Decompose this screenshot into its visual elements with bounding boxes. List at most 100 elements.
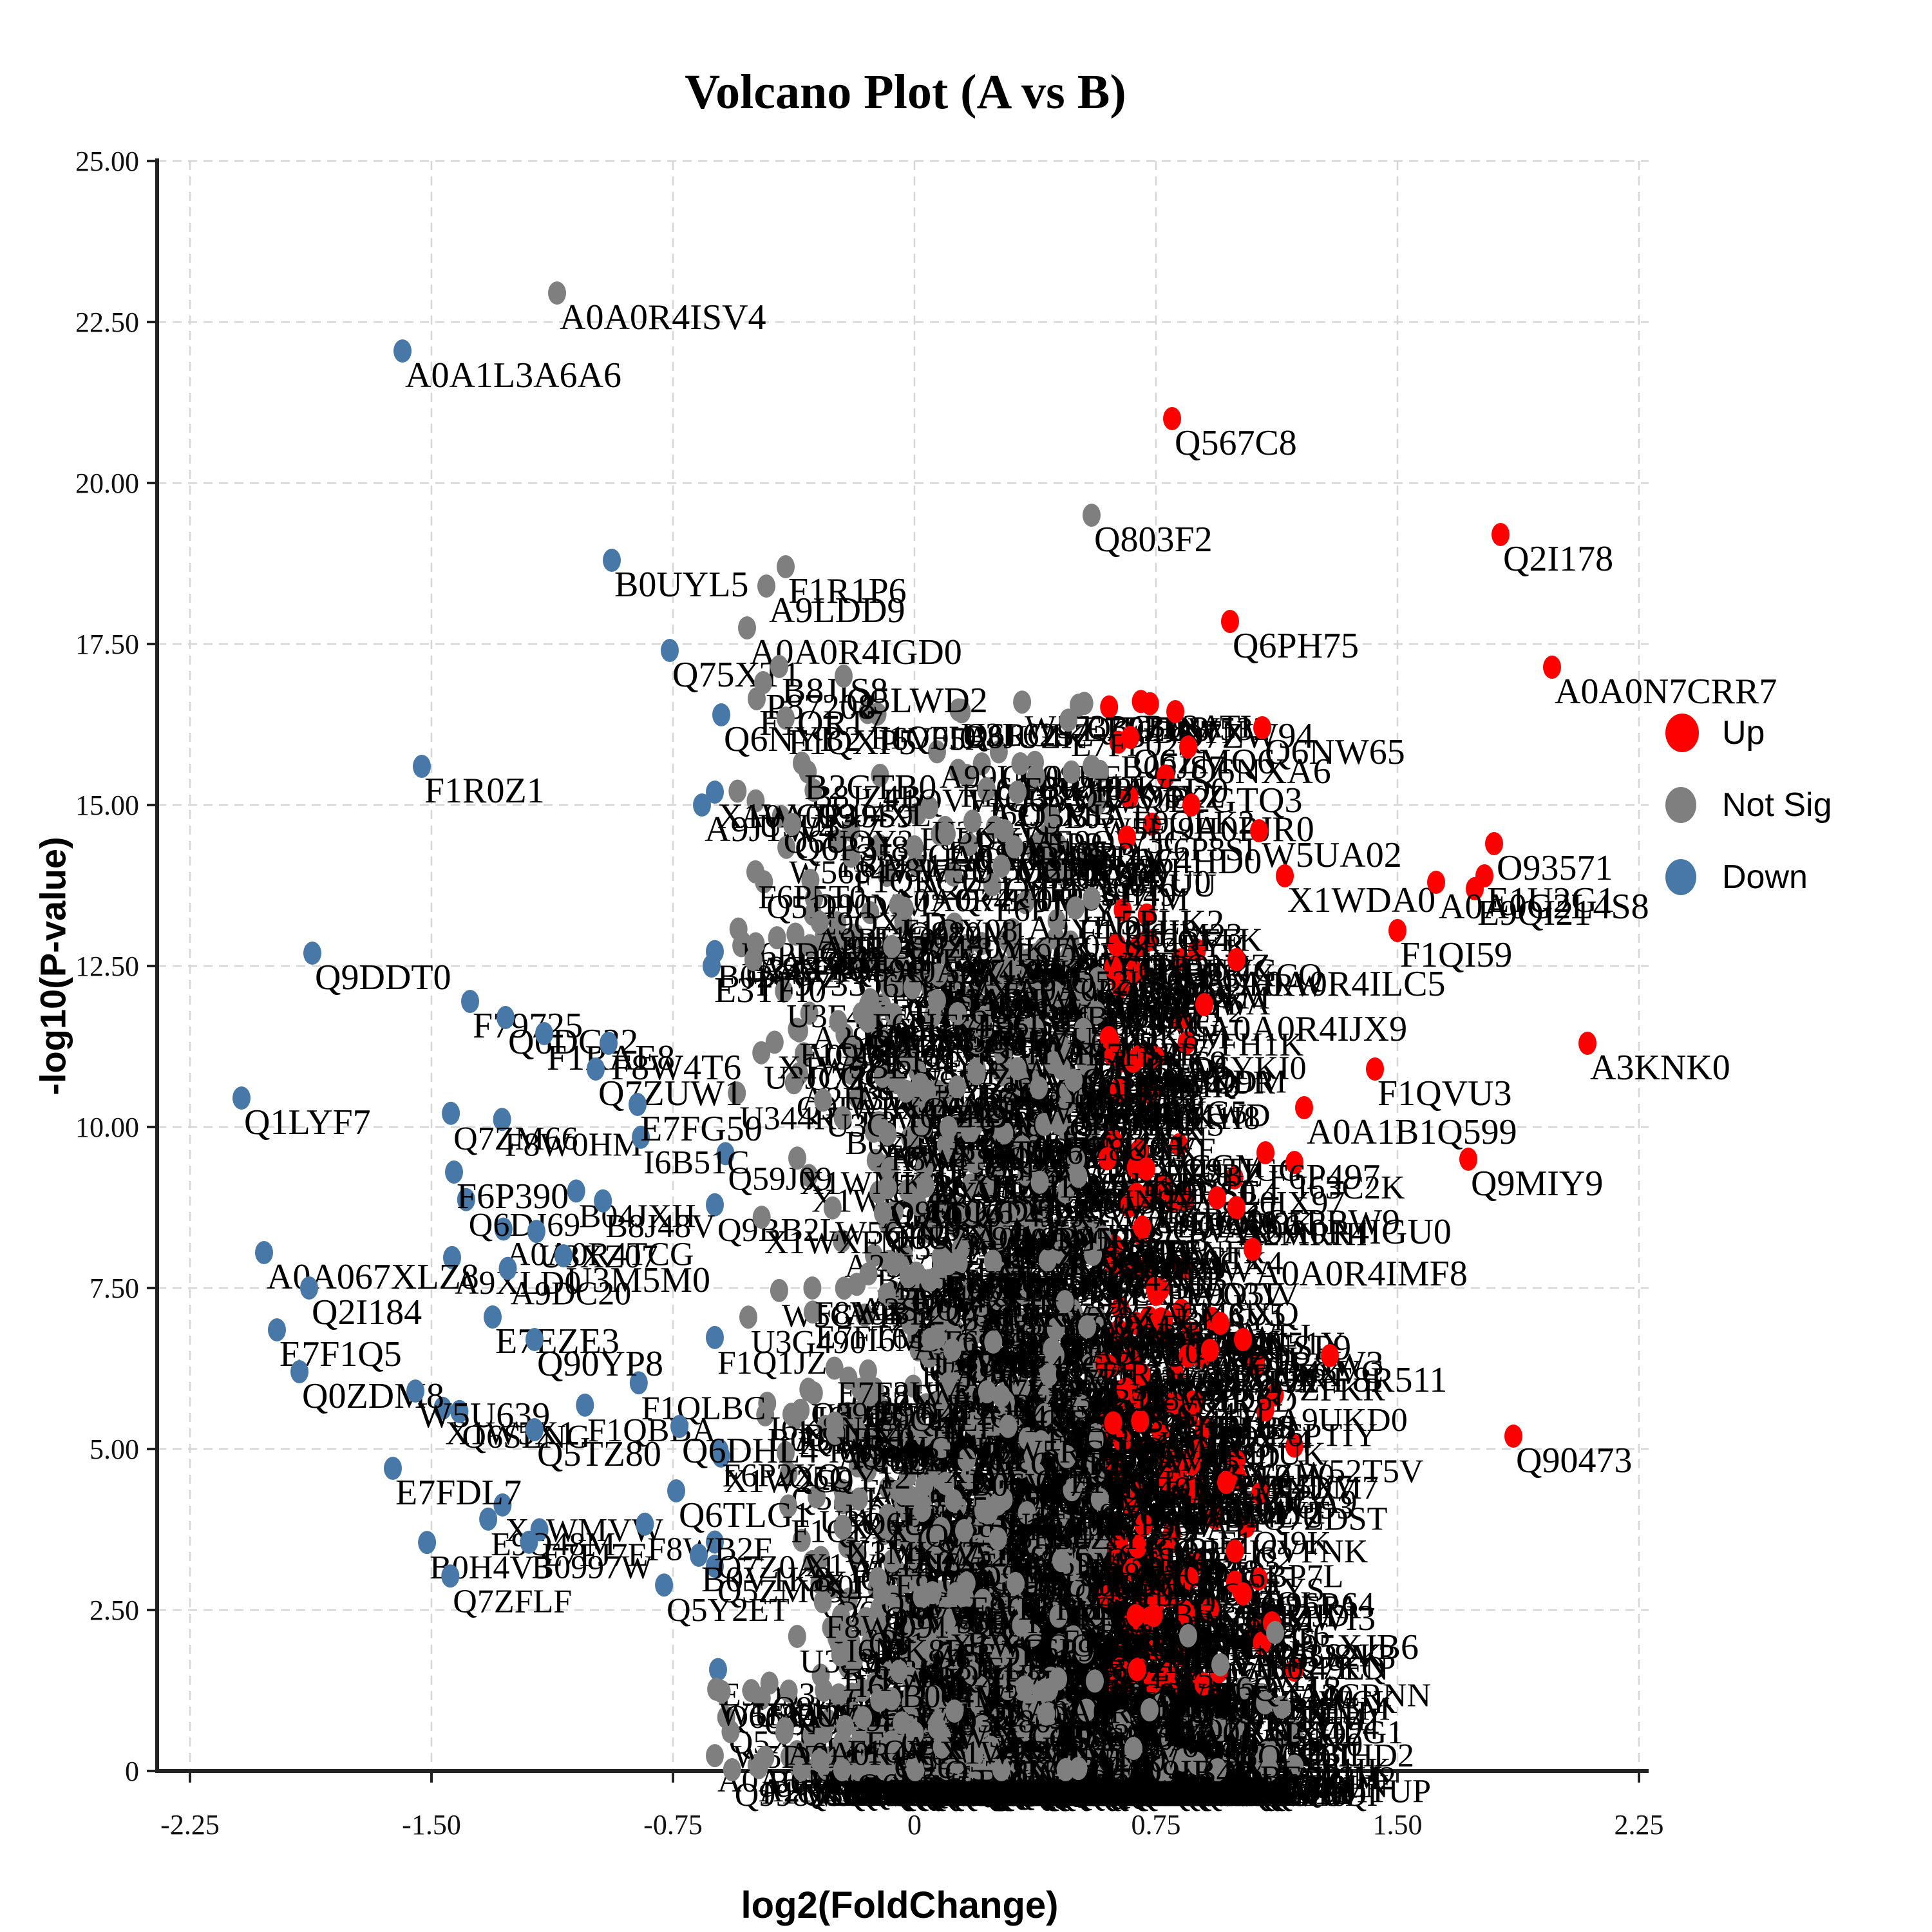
data-point-label: A9UKD0 [1278, 1402, 1408, 1439]
data-point-label: B0MCJ6 [1039, 1777, 1160, 1814]
data-point-label: Q5TZ80 [537, 1434, 661, 1474]
x-axis-title: log2(FoldChange) [741, 1884, 1059, 1926]
data-point-label: X1WYVC [857, 1776, 1000, 1812]
data-point-label: Q9MIY9 [1471, 1164, 1603, 1204]
data-point [1046, 1468, 1065, 1492]
data-point-label: Q980M1 [907, 916, 1028, 952]
data-point-label: Q96DK6 [891, 1195, 1014, 1231]
data-point-label: B0V1K8 [701, 1560, 831, 1600]
data-point-label: A0A0R4IMF8 [1255, 1254, 1468, 1294]
x-tick-label: -2.25 [160, 1809, 220, 1841]
y-tick-label: 0 [125, 1756, 139, 1787]
y-tick-label: 22.50 [75, 307, 139, 338]
data-point-label: X1WXFN [764, 1224, 904, 1261]
data-point-label: Q9DDT0 [315, 958, 451, 998]
data-point-label: F1QI59 [1400, 935, 1512, 975]
data-point-label: P79733 [756, 964, 866, 1004]
data-point-label: U3M5M0 [566, 1260, 710, 1300]
data-point-label: B8J48V [605, 1208, 715, 1245]
data-point-label: E7FMNI [1018, 1591, 1139, 1627]
legend: Up Not Sig Down [1665, 697, 1832, 913]
data-point-label: Q2I184 [312, 1293, 422, 1332]
data-point-label: Q6PH75 [1233, 626, 1359, 666]
x-tick-label: 1.50 [1373, 1809, 1423, 1841]
data-point-label: A0A0G2L4S8 [1439, 887, 1649, 927]
data-point-label: X1WUS6 [951, 1135, 1083, 1171]
data-point-label: A3KNK0 [1590, 1048, 1730, 1088]
data-point-label: Q7ZM66 [453, 1121, 578, 1157]
x-tick-label: 0.75 [1132, 1809, 1181, 1841]
data-point-label: A0A0R4BTC [1048, 1776, 1235, 1813]
data-point [1032, 999, 1051, 1023]
data-point-label: F8WQ91 [826, 1609, 951, 1645]
x-tick-label: -1.50 [402, 1809, 461, 1841]
data-point-label: E7F96L [940, 1008, 1049, 1045]
data-point-label: Q6DHL4 [682, 1431, 819, 1471]
legend-label-down: Down [1722, 858, 1808, 896]
data-point-label: Q6P3J8 [795, 829, 909, 869]
data-point [1133, 1436, 1151, 1460]
y-tick-label: 10.00 [75, 1112, 139, 1143]
data-point-label: I6B51C [643, 1144, 750, 1181]
data-point-label: A0A067XLZ8 [267, 1257, 479, 1297]
data-point-label: F1QLBC [641, 1390, 766, 1426]
data-point [1174, 1257, 1193, 1281]
data-point-label: W5SHGR [837, 1430, 975, 1467]
y-tick-label: 15.00 [75, 790, 139, 821]
data-point-label: F6PTQN [978, 1777, 1101, 1814]
data-point-label: F6P497 [1268, 1157, 1380, 1197]
data-point-label: I6QX18 [1223, 1669, 1341, 1709]
data-point [779, 1462, 798, 1486]
legend-label-notsig: Not Sig [1722, 786, 1832, 824]
x-tick-label: -0.75 [643, 1809, 703, 1841]
data-point-label: Q1LYF7 [244, 1103, 371, 1142]
data-point-label: I6BP7L [1238, 1558, 1344, 1595]
legend-item-down: Down [1665, 841, 1832, 913]
data-point-label: Q90YP8 [537, 1344, 663, 1384]
data-point-label: E7FSPR [1086, 1037, 1202, 1074]
data-point-label: Q9IB40 [1136, 1753, 1252, 1793]
legend-item-notsig: Not Sig [1665, 769, 1832, 841]
data-point-label: Q93LQB [1045, 1777, 1170, 1814]
legend-label-up: Up [1722, 714, 1765, 752]
chart-title: Volcano Plot (A vs B) [685, 65, 1126, 119]
data-point-label: E9Q5IV [1186, 1276, 1299, 1313]
legend-dot-notsig-icon [1665, 787, 1696, 823]
data-point [1117, 1258, 1136, 1282]
data-point-label: A0A0R4XPK [895, 954, 1083, 990]
data-point-label: E7FG50 [640, 1109, 762, 1149]
x-tick-label: 0 [907, 1809, 922, 1841]
data-point-label: I66IZS [1199, 1409, 1294, 1446]
data-point-label: U3L62S [961, 717, 1074, 753]
data-point-label: F6PT3J [1119, 952, 1224, 989]
data-point-label: A22UV9 [1043, 1189, 1166, 1226]
data-point-label: A0A0R4IJX9 [1207, 1009, 1407, 1049]
data-point-label: A925Z0 [1090, 1334, 1201, 1370]
data-point-label: B06VP7 [969, 1467, 1084, 1504]
data-point-label: A0A0R46CT [802, 1038, 982, 1075]
data-point-label: A0A0R4IGU0 [1239, 1212, 1452, 1252]
data-point-label: A9LDD9 [769, 591, 905, 630]
data-point-label: E7F3UM [837, 1376, 963, 1412]
data-point-label: F6PTIY [1268, 1417, 1378, 1454]
data-point-label: E9Q2L4 [1097, 1777, 1212, 1814]
data-point-label: F1Q1JZ [717, 1345, 827, 1381]
data-point-label: F8R511 [1332, 1360, 1447, 1400]
data-point-label: U3MKZZ [846, 1535, 981, 1572]
data-point-label: Q2I178 [1503, 539, 1613, 579]
data-point-label: A0A1L3A6A6 [405, 355, 621, 395]
data-point [840, 1587, 858, 1611]
data-point-label: F6P9E1 [1023, 1633, 1132, 1669]
data-point-label: X1WDA0 [1287, 880, 1435, 920]
y-axis-title: -log10(P-value) [32, 837, 73, 1095]
data-point-label: W5DXZ2 [878, 1777, 1012, 1814]
x-tick-label: 2.25 [1615, 1809, 1664, 1841]
data-point-label: F6PUQL [1173, 1777, 1296, 1814]
data-point-label: Q6NYB2 [724, 719, 862, 759]
data-point-label: A0A0R4ISV4 [560, 298, 766, 337]
data-point-label: A0A1B1Q599 [1307, 1112, 1517, 1152]
data-point-label: A0A0R4IXQ7 [1152, 1714, 1365, 1754]
data-point-label: B0YUU8 [1076, 1087, 1204, 1124]
